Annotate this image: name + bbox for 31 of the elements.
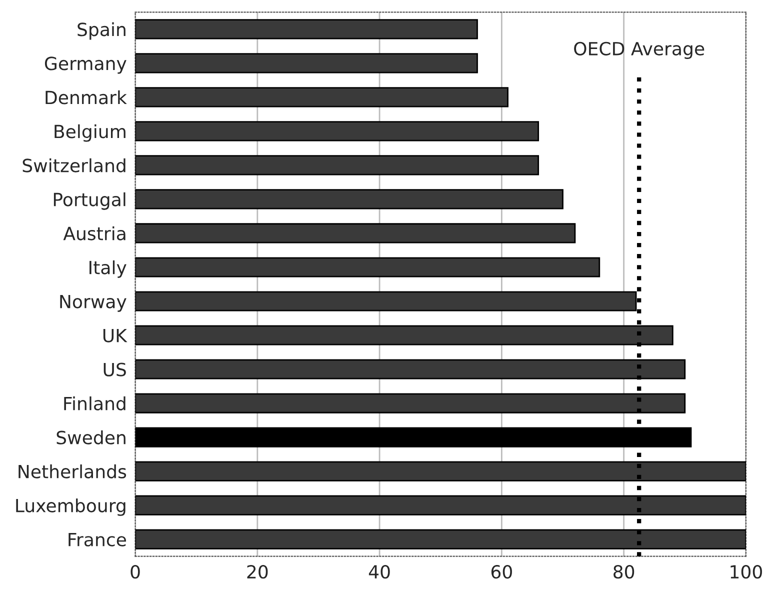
bar <box>135 121 540 142</box>
bar <box>135 257 600 278</box>
bar <box>135 155 540 176</box>
y-tick-label: Germany <box>44 56 126 74</box>
ref-line-label: OECD Average <box>574 42 704 59</box>
x-tick-label: 40 <box>368 564 390 579</box>
x-tick-label: 20 <box>247 564 268 579</box>
y-tick-label: Netherlands <box>18 464 126 478</box>
x-tick-label: 0 <box>130 564 140 579</box>
y-tick-label: Belgium <box>54 124 126 142</box>
bar <box>135 223 576 244</box>
y-tick-label: Portugal <box>54 192 126 210</box>
bar <box>135 87 508 108</box>
bar <box>135 53 478 74</box>
y-tick-label: Sweden <box>56 430 126 444</box>
y-tick-label: Austria <box>63 226 126 240</box>
y-tick-label: US <box>104 362 126 376</box>
y-tick-label: Denmark <box>46 90 127 104</box>
y-tick-label: Norway <box>60 294 126 312</box>
y-tick-label: France <box>68 533 126 546</box>
y-tick-label: Luxembourg <box>16 498 126 516</box>
bar <box>135 19 478 40</box>
y-tick-label: Switzerland <box>22 158 126 172</box>
y-tick-label: Spain <box>78 22 126 40</box>
y-tick-label: Italy <box>90 260 126 278</box>
x-tick-label: 60 <box>491 564 512 579</box>
x-tick-label: 100 <box>730 564 762 579</box>
y-tick-label: UK <box>103 328 128 342</box>
y-tick-label: Finland <box>64 396 126 410</box>
x-tick-label: 80 <box>614 564 634 579</box>
bar <box>135 189 564 210</box>
